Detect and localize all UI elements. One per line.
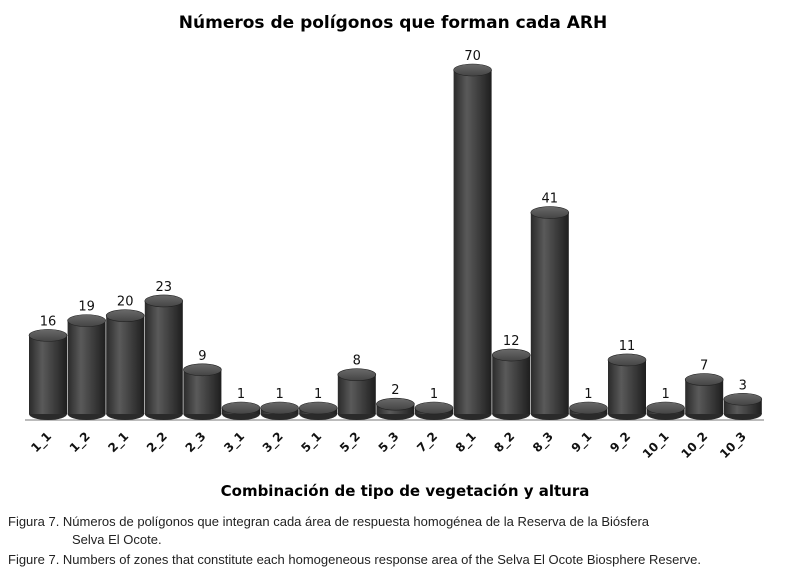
value-label-9_2: 11	[619, 339, 636, 354]
tick-labels-group: 1_1 1_2 2_1 2_2 2_3 3_1 3_2 5_1 5_2 5_3 7_2 8_1 8_2 8…	[28, 429, 749, 462]
bar-chart: Números de polígonos que forman cada ARH…	[25, 13, 764, 500]
tick-label-10_1: 10_1	[640, 429, 673, 462]
bar-9_2	[607, 353, 647, 420]
value-label-1_2: 19	[78, 300, 95, 315]
chart-title: Números de polígonos que forman cada ARH	[179, 13, 607, 33]
value-label-1_1: 16	[40, 314, 57, 329]
bar-2_2	[144, 294, 184, 420]
tick-label-5_1: 5_1	[298, 429, 325, 456]
tick-label-3_1: 3_1	[221, 429, 248, 456]
value-label-10_1: 1	[661, 387, 669, 402]
bar-10_3	[723, 392, 763, 420]
value-label-2_1: 20	[117, 295, 134, 310]
value-label-8_1: 70	[464, 49, 481, 64]
tick-label-9_1: 9_1	[569, 429, 596, 456]
value-label-2_2: 23	[156, 280, 173, 295]
value-label-10_3: 3	[739, 378, 747, 393]
tick-label-10_3: 10_3	[717, 429, 750, 462]
bar-9_1	[569, 401, 608, 420]
value-label-5_1: 1	[314, 387, 322, 402]
bar-2_3	[183, 363, 222, 420]
tick-label-1_2: 1_2	[67, 429, 94, 456]
tick-label-1_1: 1_1	[28, 429, 55, 456]
value-label-2_3: 9	[198, 349, 206, 364]
bar-8_1	[453, 63, 492, 420]
tick-label-8_1: 8_1	[453, 429, 480, 456]
bar-5_2	[337, 368, 377, 420]
bar-8_3	[530, 206, 570, 420]
tick-label-3_2: 3_2	[260, 429, 287, 456]
tick-label-7_2: 7_2	[414, 429, 441, 456]
bar-1_1	[28, 329, 68, 420]
tick-label-5_2: 5_2	[337, 429, 364, 456]
value-label-7_2: 1	[430, 387, 438, 402]
value-label-5_2: 8	[353, 354, 361, 369]
bar-2_1	[105, 309, 145, 420]
tick-label-10_2: 10_2	[678, 429, 711, 462]
caption-spanish: Figura 7. Números de polígonos que integ…	[8, 513, 784, 549]
value-label-8_3: 41	[542, 192, 559, 207]
tick-label-2_3: 2_3	[183, 429, 210, 456]
bar-1_2	[67, 314, 106, 420]
tick-label-5_3: 5_3	[376, 429, 403, 456]
tick-label-2_1: 2_1	[105, 429, 132, 456]
bar-3_1	[221, 401, 261, 420]
bar-5_1	[298, 401, 338, 420]
x-axis-label: Combinación de tipo de vegetación y altu…	[221, 482, 590, 500]
value-label-5_3: 2	[391, 383, 399, 398]
bars-group	[28, 63, 763, 420]
bar-10_1	[646, 401, 685, 420]
bar-5_3	[376, 397, 415, 420]
value-label-8_2: 12	[503, 334, 520, 349]
value-label-3_2: 1	[275, 387, 283, 402]
tick-label-2_2: 2_2	[144, 429, 171, 456]
tick-label-8_2: 8_2	[491, 429, 518, 456]
caption-es-line2: Selva El Ocote.	[72, 532, 162, 547]
caption-english: Figure 7. Numbers of zones that constitu…	[8, 551, 784, 569]
tick-label-8_3: 8_3	[530, 429, 557, 456]
bar-3_2	[260, 401, 299, 420]
caption-es-line1: Figura 7. Números de polígonos que integ…	[8, 514, 650, 529]
bar-7_2	[414, 401, 454, 420]
value-label-9_1: 1	[584, 387, 592, 402]
bar-8_2	[491, 348, 531, 420]
caption-en-line: Figure 7. Numbers of zones that constitu…	[8, 552, 702, 567]
value-label-3_1: 1	[237, 387, 245, 402]
tick-label-9_2: 9_2	[607, 429, 634, 456]
bar-10_2	[684, 373, 724, 420]
value-label-10_2: 7	[700, 359, 708, 374]
